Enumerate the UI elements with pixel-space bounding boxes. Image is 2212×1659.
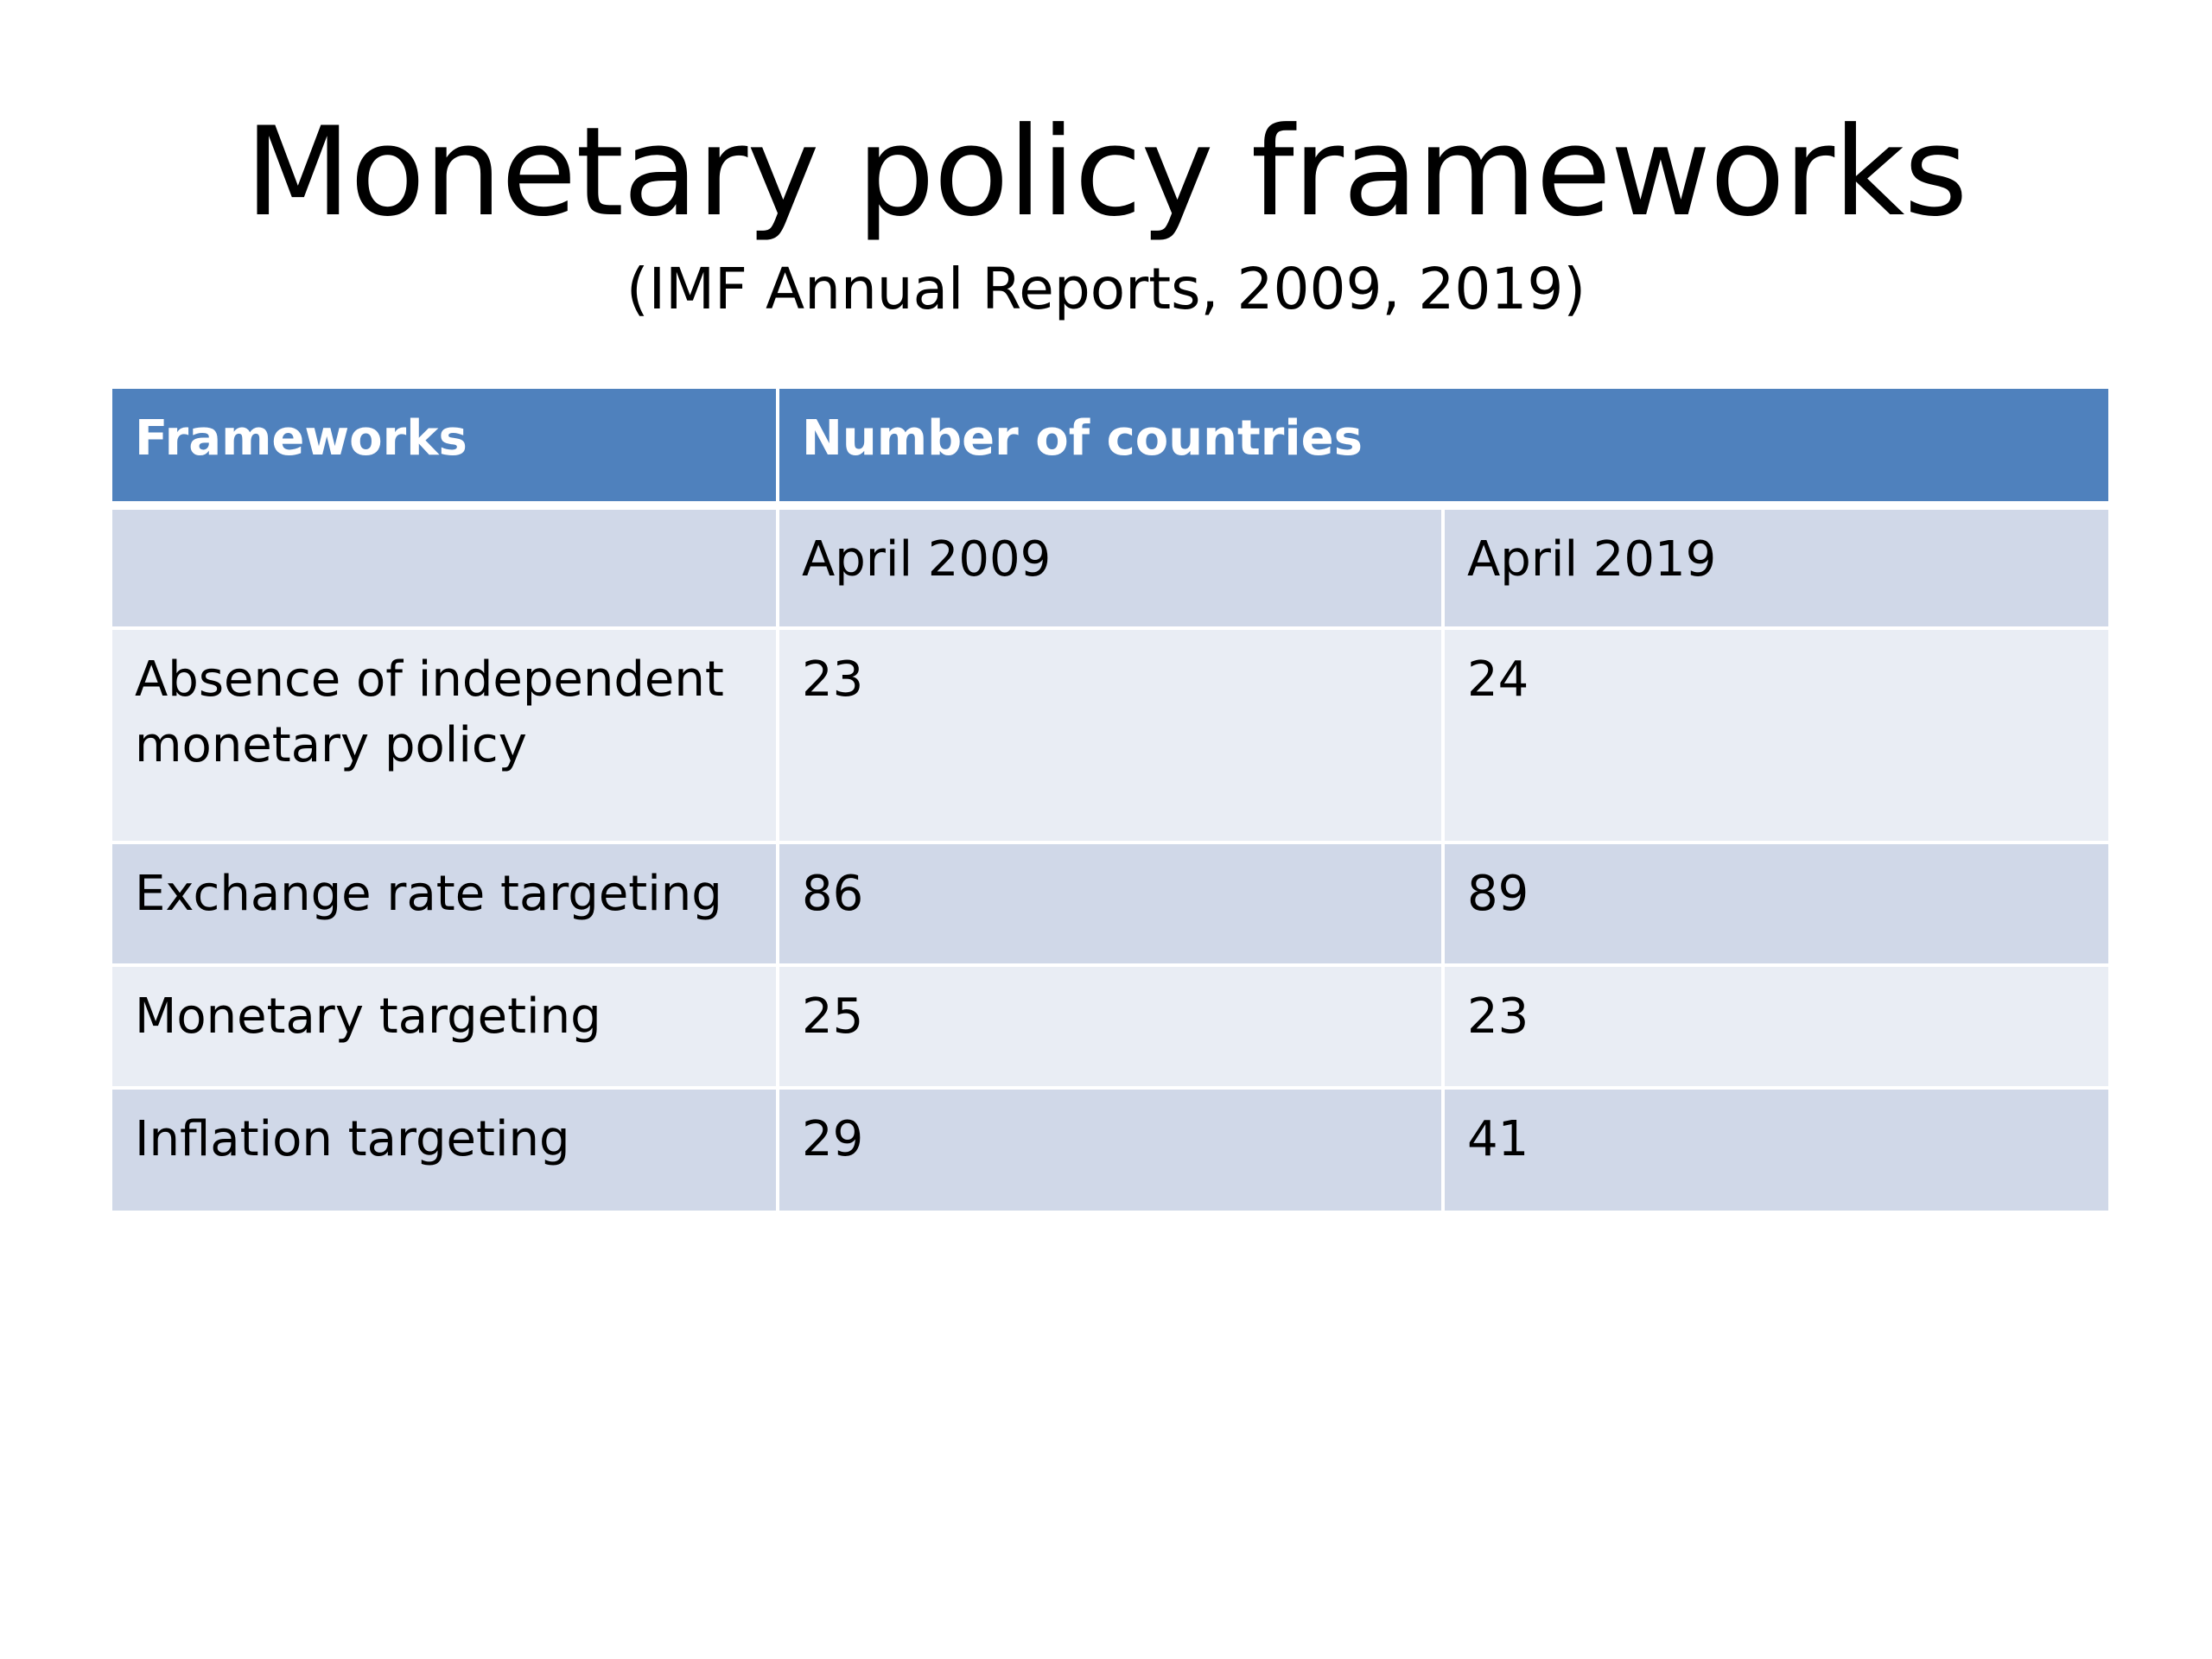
value-2009-cell: 23: [776, 628, 1445, 844]
header-frameworks: Frameworks: [112, 389, 779, 510]
table-row: Exchange rate targeting 86 89: [112, 842, 2108, 967]
framework-cell: Exchange rate targeting: [112, 842, 779, 967]
framework-cell: Monetary targeting: [112, 965, 779, 1090]
value-2019-cell: 89: [1441, 842, 2108, 967]
table-row: Monetary targeting 25 23: [112, 965, 2108, 1090]
table-row: Absence of independent monetary policy 2…: [112, 628, 2108, 844]
table-row: Inflation targeting 29 41: [112, 1088, 2108, 1211]
table-subheader-row: April 2009 April 2019: [112, 505, 2108, 630]
slide-title: Monetary policy frameworks: [245, 101, 1968, 244]
value-2009-cell: 25: [776, 965, 1445, 1090]
value-2009-cell: 29: [776, 1088, 1445, 1211]
value-2009-cell: 86: [776, 842, 1445, 967]
subheader-april-2019: April 2019: [1441, 505, 2108, 630]
framework-cell: Absence of independent monetary policy: [112, 628, 779, 844]
framework-cell: Inflation targeting: [112, 1088, 779, 1211]
table-header-row: Frameworks Number of countries: [112, 389, 2108, 510]
value-2019-cell: 23: [1441, 965, 2108, 1090]
value-2019-cell: 41: [1441, 1088, 2108, 1211]
frameworks-table: Frameworks Number of countries April 200…: [112, 389, 2108, 1211]
slide-subtitle: (IMF Annual Reports, 2009, 2019): [626, 256, 1586, 322]
value-2019-cell: 24: [1441, 628, 2108, 844]
subheader-empty-cell: [112, 505, 779, 630]
subheader-april-2009: April 2009: [776, 505, 1445, 630]
header-number-of-countries: Number of countries: [776, 389, 2108, 510]
